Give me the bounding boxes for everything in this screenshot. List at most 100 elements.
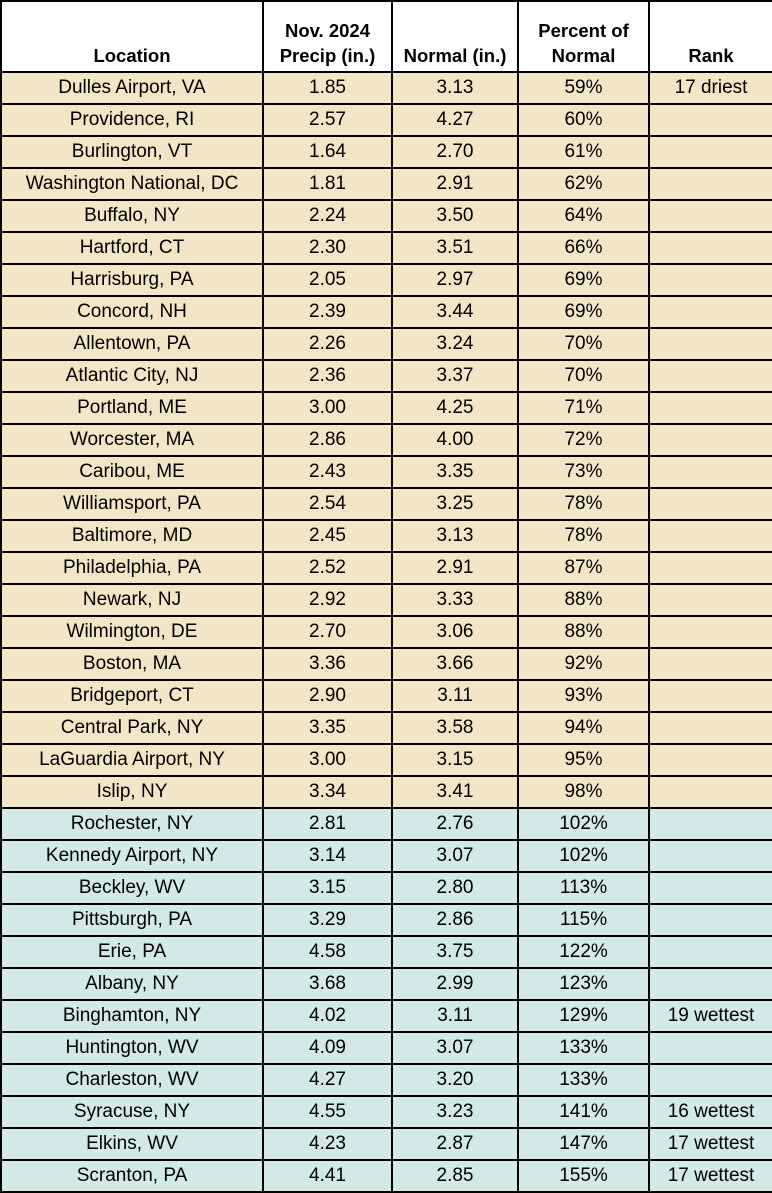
header-label: Normal xyxy=(551,45,616,66)
cell-normal: 2.91 xyxy=(391,167,519,201)
table-row: Buffalo, NY 2.24 3.50 64% xyxy=(0,199,772,233)
cell-percent: 147% xyxy=(517,1127,650,1161)
cell-location: Rochester, NY xyxy=(0,807,264,841)
cell-location: Beckley, WV xyxy=(0,871,264,905)
cell-precip: 1.64 xyxy=(262,135,393,169)
cell-location: Charleston, WV xyxy=(0,1063,264,1097)
cell-normal: 2.85 xyxy=(391,1159,519,1193)
cell-precip: 4.55 xyxy=(262,1095,393,1129)
cell-percent: 141% xyxy=(517,1095,650,1129)
table-row: Bridgeport, CT 2.90 3.11 93% xyxy=(0,679,772,713)
cell-percent: 78% xyxy=(517,519,650,553)
cell-percent: 88% xyxy=(517,583,650,617)
cell-precip: 3.36 xyxy=(262,647,393,681)
cell-percent: 123% xyxy=(517,967,650,1001)
table-row: Dulles Airport, VA 1.85 3.13 59% 17 driest xyxy=(0,71,772,105)
cell-normal: 3.75 xyxy=(391,935,519,969)
cell-precip: 2.92 xyxy=(262,583,393,617)
cell-normal: 3.15 xyxy=(391,743,519,777)
cell-location: Syracuse, NY xyxy=(0,1095,264,1129)
table-row: Elkins, WV 4.23 2.87 147% 17 wettest xyxy=(0,1127,772,1161)
cell-normal: 3.13 xyxy=(391,71,519,105)
table-row: Wilmington, DE 2.70 3.06 88% xyxy=(0,615,772,649)
table-row: Concord, NH 2.39 3.44 69% xyxy=(0,295,772,329)
cell-location: Washington National, DC xyxy=(0,167,264,201)
cell-precip: 2.45 xyxy=(262,519,393,553)
table-row: Burlington, VT 1.64 2.70 61% xyxy=(0,135,772,169)
table-row: Williamsport, PA 2.54 3.25 78% xyxy=(0,487,772,521)
cell-rank xyxy=(648,263,772,297)
table-row: Hartford, CT 2.30 3.51 66% xyxy=(0,231,772,265)
table-row: Beckley, WV 3.15 2.80 113% xyxy=(0,871,772,905)
cell-rank xyxy=(648,487,772,521)
cell-percent: 59% xyxy=(517,71,650,105)
cell-percent: 88% xyxy=(517,615,650,649)
cell-percent: 64% xyxy=(517,199,650,233)
header-label: Nov. 2024 xyxy=(284,20,370,41)
table-body: Dulles Airport, VA 1.85 3.13 59% 17 driest Pr… xyxy=(0,71,772,1193)
cell-rank: 17 wettest xyxy=(648,1127,772,1161)
cell-rank xyxy=(648,359,772,393)
cell-normal: 4.25 xyxy=(391,391,519,425)
cell-rank xyxy=(648,679,772,713)
cell-location: Concord, NH xyxy=(0,295,264,329)
table-row: LaGuardia Airport, NY 3.00 3.15 95% xyxy=(0,743,772,777)
cell-percent: 113% xyxy=(517,871,650,905)
cell-location: Providence, RI xyxy=(0,103,264,137)
cell-rank xyxy=(648,295,772,329)
cell-percent: 133% xyxy=(517,1063,650,1097)
table-row: Scranton, PA 4.41 2.85 155% 17 wettest xyxy=(0,1159,772,1193)
table-row: Caribou, ME 2.43 3.35 73% xyxy=(0,455,772,489)
cell-rank xyxy=(648,551,772,585)
cell-percent: 78% xyxy=(517,487,650,521)
cell-normal: 4.00 xyxy=(391,423,519,457)
cell-location: Elkins, WV xyxy=(0,1127,264,1161)
cell-percent: 133% xyxy=(517,1031,650,1065)
cell-precip: 3.00 xyxy=(262,743,393,777)
cell-normal: 3.33 xyxy=(391,583,519,617)
cell-normal: 3.11 xyxy=(391,679,519,713)
cell-precip: 2.86 xyxy=(262,423,393,457)
cell-rank xyxy=(648,807,772,841)
table-row: Pittsburgh, PA 3.29 2.86 115% xyxy=(0,903,772,937)
header-percent: Percent of Normal xyxy=(517,0,650,73)
table-row: Syracuse, NY 4.55 3.23 141% 16 wettest xyxy=(0,1095,772,1129)
cell-precip: 2.43 xyxy=(262,455,393,489)
table-row: Newark, NJ 2.92 3.33 88% xyxy=(0,583,772,617)
cell-rank xyxy=(648,519,772,553)
cell-normal: 2.87 xyxy=(391,1127,519,1161)
cell-normal: 4.27 xyxy=(391,103,519,137)
cell-location: Bridgeport, CT xyxy=(0,679,264,713)
cell-precip: 4.23 xyxy=(262,1127,393,1161)
cell-normal: 3.06 xyxy=(391,615,519,649)
cell-precip: 3.35 xyxy=(262,711,393,745)
cell-percent: 155% xyxy=(517,1159,650,1193)
cell-rank xyxy=(648,423,772,457)
cell-rank xyxy=(648,775,772,809)
cell-percent: 71% xyxy=(517,391,650,425)
cell-precip: 2.90 xyxy=(262,679,393,713)
cell-percent: 72% xyxy=(517,423,650,457)
header-label: Location xyxy=(93,45,171,66)
cell-percent: 115% xyxy=(517,903,650,937)
cell-normal: 2.97 xyxy=(391,263,519,297)
cell-rank xyxy=(648,903,772,937)
cell-percent: 92% xyxy=(517,647,650,681)
cell-precip: 1.81 xyxy=(262,167,393,201)
cell-precip: 2.30 xyxy=(262,231,393,265)
cell-rank xyxy=(648,1063,772,1097)
cell-normal: 2.70 xyxy=(391,135,519,169)
table-row: Boston, MA 3.36 3.66 92% xyxy=(0,647,772,681)
cell-percent: 129% xyxy=(517,999,650,1033)
cell-normal: 3.25 xyxy=(391,487,519,521)
cell-location: Williamsport, PA xyxy=(0,487,264,521)
cell-percent: 70% xyxy=(517,359,650,393)
cell-location: Worcester, MA xyxy=(0,423,264,457)
table-row: Rochester, NY 2.81 2.76 102% xyxy=(0,807,772,841)
cell-percent: 94% xyxy=(517,711,650,745)
cell-rank xyxy=(648,199,772,233)
table-row: Kennedy Airport, NY 3.14 3.07 102% xyxy=(0,839,772,873)
table-row: Charleston, WV 4.27 3.20 133% xyxy=(0,1063,772,1097)
cell-location: Erie, PA xyxy=(0,935,264,969)
cell-percent: 98% xyxy=(517,775,650,809)
